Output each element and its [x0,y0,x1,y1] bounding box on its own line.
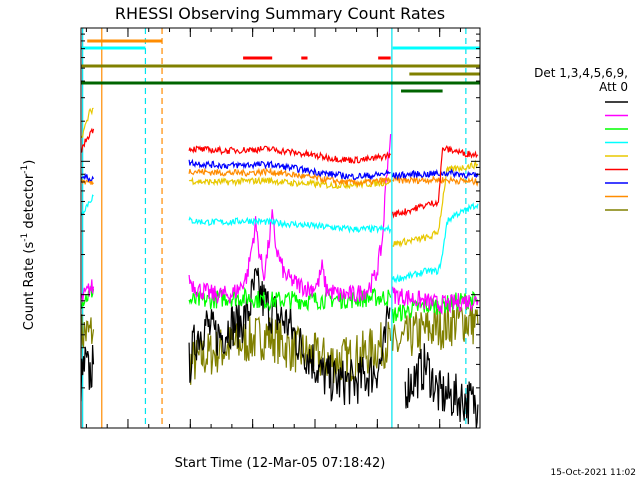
series-line-8-segment-1 [189,316,392,385]
x-axis-label: Start Time (12-Mar-05 07:18:42) [175,456,386,471]
series-line-3-segment-2 [392,202,479,284]
series-line-1-segment-2 [392,286,479,315]
series-line-3-segment-0 [81,194,94,217]
series-line-8-segment-0 [81,314,95,359]
timestamp: 15-Oct-2021 11:02 [551,468,636,478]
plot-area [81,28,480,428]
legend-header-2: Att 0 [599,80,628,94]
series-line-0-segment-0 [81,344,95,402]
series-line-0-segment-2 [404,343,479,428]
series-line-0-segment-1 [188,267,391,406]
series-line-5-segment-1 [188,145,392,164]
y-axis-label: Count Rate (s-1 detector-1) [20,160,37,331]
series-line-1-segment-0 [81,279,95,302]
series-line-4-segment-2 [392,159,479,248]
series-line-2-segment-1 [188,286,392,312]
series-line-8-segment-2 [392,299,479,357]
series-line-3-segment-1 [188,216,392,235]
chart-title: RHESSI Observing Summary Count Rates [115,4,445,23]
series-line-6-segment-2 [392,168,479,181]
plot-frame [80,27,481,429]
y-axis-label-mid: detector [22,173,37,233]
y-axis-label-end: ) [22,160,37,165]
y-axis-label-sup2: -1 [20,165,30,174]
series-line-5-segment-2 [392,145,479,219]
series-line-6-segment-1 [188,158,391,181]
series-line-5-segment-0 [81,127,95,153]
y-axis-label-sup1: -1 [20,233,30,242]
y-axis-label-main: Count Rate (s [22,242,37,331]
series-line-7-segment-1 [188,167,392,188]
series-line-7-segment-2 [392,175,479,187]
series-line-6-segment-0 [81,172,95,183]
axes [80,27,481,429]
legend-header-1: Det 1,3,4,5,6,9, [534,66,628,80]
series-line-1-segment-1 [188,134,392,304]
legend [605,101,628,211]
svg-text:Count Rate (s-1 detector-1): Count Rate (s-1 detector-1) [20,160,37,331]
series-line-4-segment-0 [81,107,94,139]
